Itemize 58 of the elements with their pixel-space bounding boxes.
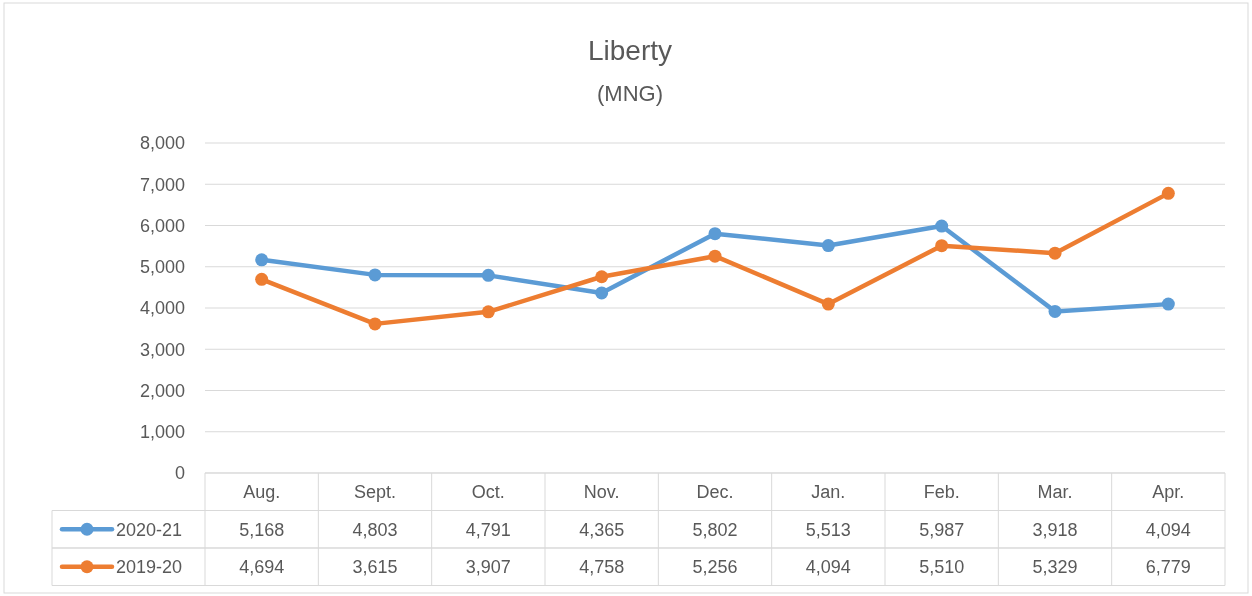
data-label: 4,791	[465, 519, 511, 540]
x-tick-label: Nov.	[583, 482, 620, 503]
chart-title: Liberty	[587, 35, 673, 66]
point	[1161, 297, 1175, 311]
legend-label: 2019-20	[116, 557, 183, 578]
legend-label: 2020-21	[116, 519, 183, 540]
point	[255, 272, 269, 286]
point	[1048, 246, 1062, 260]
point	[821, 297, 835, 311]
data-label: 3,615	[352, 557, 398, 578]
point	[821, 239, 835, 253]
data-label: 6,779	[1145, 557, 1191, 578]
point	[368, 268, 382, 282]
y-tick-label: 0	[174, 463, 185, 484]
y-tick-label: 2,000	[139, 380, 185, 401]
data-label: 5,256	[692, 557, 738, 578]
point	[255, 253, 269, 267]
y-tick-label: 6,000	[139, 215, 185, 236]
data-label: 5,510	[919, 557, 965, 578]
point	[481, 268, 495, 282]
x-tick-label: Mar.	[1037, 482, 1073, 503]
data-label: 5,987	[919, 519, 965, 540]
data-label: 5,513	[805, 519, 851, 540]
point	[1048, 304, 1062, 318]
x-tick-label: Apr.	[1152, 482, 1185, 503]
y-tick-label: 7,000	[139, 174, 185, 195]
point	[708, 249, 722, 263]
point	[595, 286, 609, 300]
y-tick-label: 4,000	[139, 298, 185, 319]
chart-subtitle: (MNG)	[597, 81, 663, 106]
data-label: 5,802	[692, 519, 738, 540]
point	[708, 227, 722, 241]
y-tick-label: 3,000	[139, 339, 185, 360]
x-tick-label: Oct.	[471, 482, 505, 503]
data-label: 4,758	[579, 557, 625, 578]
y-tick-label: 5,000	[139, 257, 185, 278]
y-tick-label: 1,000	[139, 422, 185, 443]
data-label: 4,094	[805, 557, 851, 578]
data-label: 5,329	[1032, 557, 1078, 578]
point	[935, 219, 949, 233]
data-label: 4,694	[239, 557, 285, 578]
point	[481, 305, 495, 319]
data-label: 4,365	[579, 519, 625, 540]
point	[1161, 186, 1175, 200]
data-label: 3,918	[1032, 519, 1078, 540]
data-label: 4,094	[1145, 519, 1191, 540]
x-tick-label: Sept.	[353, 482, 397, 503]
point	[935, 239, 949, 253]
y-tick-label: 8,000	[139, 133, 185, 154]
point	[368, 317, 382, 331]
data-label: 5,168	[239, 519, 285, 540]
x-tick-label: Aug.	[243, 482, 281, 503]
point	[595, 270, 609, 284]
x-tick-label: Feb.	[923, 482, 960, 503]
data-label: 4,803	[352, 519, 398, 540]
data-label: 3,907	[465, 557, 511, 578]
x-tick-label: Dec.	[696, 482, 734, 503]
x-tick-label: Jan.	[811, 482, 846, 503]
